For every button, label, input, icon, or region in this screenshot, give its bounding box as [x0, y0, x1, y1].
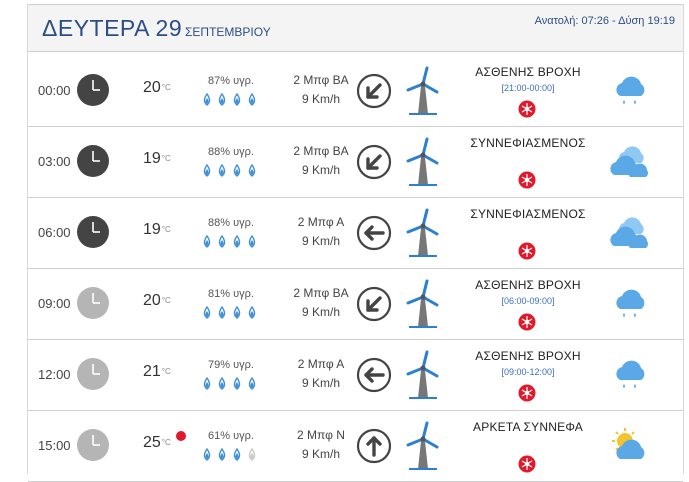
row-time: 03:00 — [38, 154, 71, 169]
row-humidity: 61% υγρ. — [208, 430, 254, 442]
row-humidity: 79% υγρ. — [208, 359, 254, 371]
clouds-icon — [608, 141, 652, 181]
row-humidity: 81% υγρ. — [208, 288, 254, 300]
clock-icon — [76, 144, 110, 178]
rain-cloud-icon — [608, 354, 652, 394]
clock-icon — [76, 215, 110, 249]
clock-icon — [76, 428, 110, 462]
forecast-row: 00:00 20°C 87% υγρ. 2 Μπφ ΒΑ 9 Km/h ΑΣΘΕΝΗΣ Β… — [28, 56, 683, 127]
row-temperature: 20°C — [143, 292, 171, 309]
clock-icon — [76, 357, 110, 391]
row-wind-force: 2 Μπφ Ν — [297, 428, 345, 442]
wind-turbine-icon — [403, 66, 443, 118]
temp-unit: °C — [161, 296, 171, 305]
rain-cloud-icon — [608, 283, 652, 323]
row-wind-speed: 9 Km/h — [301, 305, 340, 319]
row-condition: ΣΥΝΝΕΦΙΑΣΜΕΝΟΣ — [470, 136, 586, 150]
heat-dot-icon — [176, 431, 186, 441]
row-rain-range: [09:00-12:00] — [501, 367, 555, 377]
arrow-north-icon — [356, 428, 392, 464]
row-wind-speed: 9 Km/h — [301, 163, 340, 177]
row-wind-speed: 9 Km/h — [301, 376, 340, 390]
rain-alert-icon — [518, 100, 536, 118]
temp-unit: °C — [161, 225, 171, 234]
row-rain-range: [06:00-09:00] — [501, 296, 555, 306]
wind-turbine-icon — [403, 350, 443, 402]
arrow-southwest-icon — [356, 73, 392, 109]
clouds-icon — [608, 212, 652, 252]
month-label: ΣΕΠΤΕΜΒΡΙΟΥ — [185, 25, 271, 39]
forecast-row: 06:00 19°C 88% υγρ. 2 Μπφ Α 9 Km/h ΣΥΝΝΕΦΙΑΣΜ… — [28, 198, 683, 269]
humidity-drops-icon — [203, 92, 263, 107]
forecast-panel: ΔΕΥΤΕΡΑ 29 ΣΕΠΤΕΜΒΡΙΟΥ Ανατολή: 07:26 - … — [27, 4, 684, 482]
humidity-drops-icon — [203, 447, 263, 462]
day-header: ΔΕΥΤΕΡΑ 29 ΣΕΠΤΕΜΒΡΙΟΥ Ανατολή: 07:26 - … — [28, 4, 683, 52]
row-time: 12:00 — [38, 367, 71, 382]
wind-turbine-icon — [403, 208, 443, 260]
day-title: ΔΕΥΤΕΡΑ 29 — [42, 15, 183, 41]
row-temperature: 20°C — [143, 79, 171, 96]
row-wind-force: 2 Μπφ ΒΑ — [293, 144, 349, 158]
row-wind-force: 2 Μπφ ΒΑ — [293, 286, 349, 300]
row-temperature: 19°C — [143, 221, 171, 238]
arrow-southwest-icon — [356, 286, 392, 322]
row-wind-speed: 9 Km/h — [301, 447, 340, 461]
row-temperature: 25°C — [143, 434, 171, 451]
temp-unit: °C — [161, 367, 171, 376]
forecast-row: 12:00 21°C 79% υγρ. 2 Μπφ Α 9 Km/h ΑΣΘΕΝΗΣ ΒΡ… — [28, 340, 683, 411]
rain-alert-icon — [518, 455, 536, 473]
arrow-southwest-icon — [356, 144, 392, 180]
row-time: 06:00 — [38, 225, 71, 240]
humidity-drops-icon — [203, 163, 263, 178]
row-humidity: 88% υγρ. — [208, 217, 254, 229]
row-temperature: 21°C — [143, 363, 171, 380]
temp-unit: °C — [161, 154, 171, 163]
rain-alert-icon — [518, 313, 536, 331]
humidity-drops-icon — [203, 234, 263, 249]
humidity-drops-icon — [203, 305, 263, 320]
wind-turbine-icon — [403, 137, 443, 189]
row-condition: ΣΥΝΝΕΦΙΑΣΜΕΝΟΣ — [470, 207, 586, 221]
rain-alert-icon — [518, 384, 536, 402]
sunrise-sunset: Ανατολή: 07:26 - Δύση 19:19 — [534, 15, 675, 27]
row-rain-range: [21:00-00:00] — [501, 83, 555, 93]
row-condition: ΑΣΘΕΝΗΣ ΒΡΟΧΗ — [475, 349, 581, 363]
row-humidity: 88% υγρ. — [208, 146, 254, 158]
forecast-row: 09:00 20°C 81% υγρ. 2 Μπφ ΒΑ 9 Km/h ΑΣΘΕΝΗΣ Β… — [28, 269, 683, 340]
row-wind-force: 2 Μπφ ΒΑ — [293, 73, 349, 87]
wind-turbine-icon — [403, 279, 443, 331]
row-condition: ΑΣΘΕΝΗΣ ΒΡΟΧΗ — [475, 65, 581, 79]
rain-cloud-icon — [608, 70, 652, 110]
temp-unit: °C — [161, 83, 171, 92]
arrow-west-icon — [356, 215, 392, 251]
sun-cloud-icon — [608, 425, 652, 465]
row-time: 09:00 — [38, 296, 71, 311]
row-wind-speed: 9 Km/h — [301, 234, 340, 248]
humidity-drops-icon — [203, 376, 263, 391]
row-wind-force: 2 Μπφ Α — [297, 357, 345, 371]
forecast-row: 15:00 25°C 61% υγρ. 2 Μπφ Ν 9 Km/h ΑΡΚΕΤΑ ΣΥΝ… — [28, 411, 683, 482]
row-wind-force: 2 Μπφ Α — [297, 215, 345, 229]
wind-turbine-icon — [403, 421, 443, 473]
forecast-row: 03:00 19°C 88% υγρ. 2 Μπφ ΒΑ 9 Km/h ΣΥΝΝΕΦΙΑΣ… — [28, 127, 683, 198]
row-time: 15:00 — [38, 438, 71, 453]
temp-unit: °C — [161, 438, 171, 447]
clock-icon — [76, 73, 110, 107]
clock-icon — [76, 286, 110, 320]
arrow-west-icon — [356, 357, 392, 393]
row-wind-speed: 9 Km/h — [301, 92, 340, 106]
rain-alert-icon — [518, 242, 536, 260]
row-time: 00:00 — [38, 83, 71, 98]
row-temperature: 19°C — [143, 150, 171, 167]
row-humidity: 87% υγρ. — [208, 75, 254, 87]
row-condition: ΑΡΚΕΤΑ ΣΥΝΝΕΦΑ — [473, 420, 583, 434]
rain-alert-icon — [518, 171, 536, 189]
row-condition: ΑΣΘΕΝΗΣ ΒΡΟΧΗ — [475, 278, 581, 292]
